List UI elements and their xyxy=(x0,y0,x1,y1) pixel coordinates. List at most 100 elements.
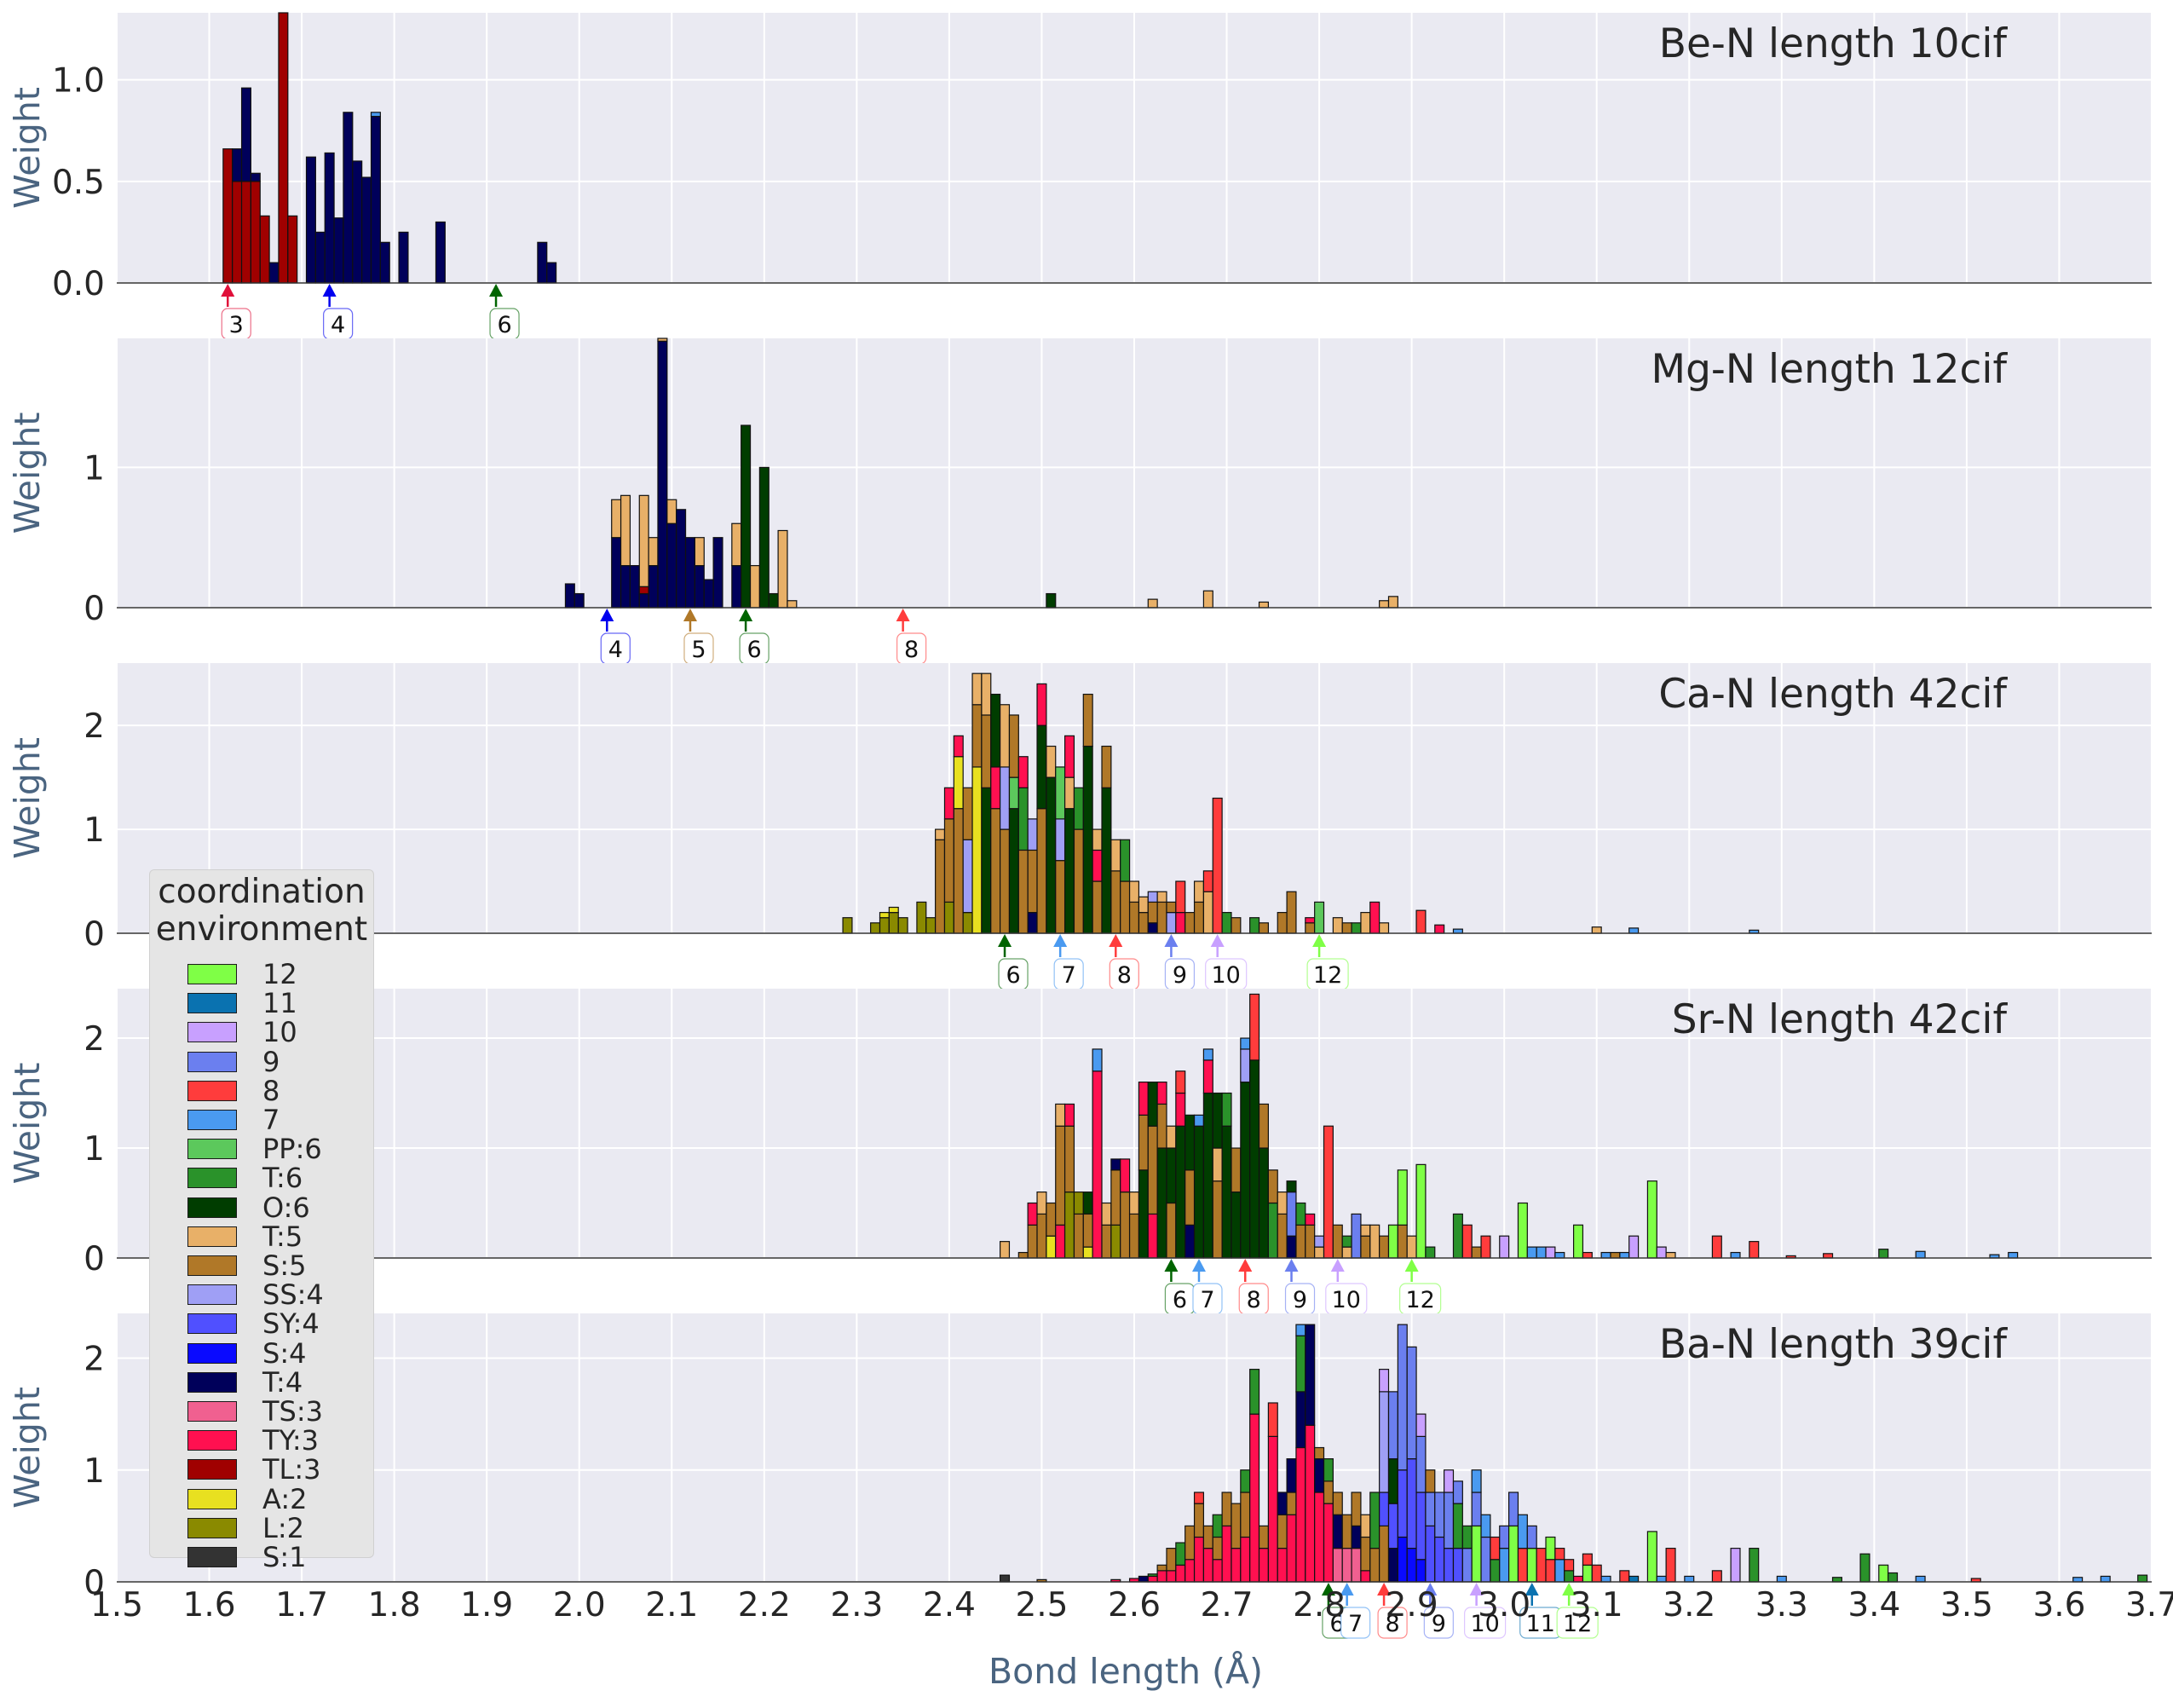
bar-segment xyxy=(1110,839,1121,872)
marker-arrow-head xyxy=(1109,934,1123,947)
x-tick-label: 3.6 xyxy=(2032,1586,2085,1624)
legend-label: 11 xyxy=(262,987,297,1020)
legend-swatch xyxy=(187,993,237,1014)
y-tick-label: 2 xyxy=(84,1020,105,1059)
bar-segment xyxy=(1286,1458,1297,1493)
marker-label: 10 xyxy=(1332,1287,1361,1313)
legend-entry: 12 xyxy=(187,960,297,989)
x-tick-label: 1.6 xyxy=(183,1586,236,1624)
bar-segment xyxy=(1221,1492,1232,1526)
bar-segment xyxy=(1184,1559,1196,1583)
bar-segment xyxy=(1156,1570,1167,1583)
bar-segment xyxy=(611,499,622,539)
marker-label: 8 xyxy=(1247,1287,1261,1313)
bar-segment xyxy=(1063,776,1075,810)
marker-arrow-head xyxy=(1562,1583,1576,1595)
bar-segment xyxy=(1379,1492,1390,1526)
bar-segment xyxy=(1572,1575,1584,1583)
bar-segment xyxy=(1249,1059,1260,1259)
y-axis-label: Weight xyxy=(7,1063,48,1185)
legend-entry: 8 xyxy=(187,1076,280,1105)
bar-segment xyxy=(1138,1169,1149,1259)
bar-segment xyxy=(1341,1246,1352,1259)
bar-segment xyxy=(1202,870,1213,892)
bar-segment xyxy=(1156,1564,1167,1572)
bar-segment xyxy=(1277,912,1288,934)
bar-segment xyxy=(1156,901,1167,934)
bar-segment xyxy=(1526,1246,1537,1259)
y-tick-label: 2 xyxy=(84,1341,105,1379)
bar-segment xyxy=(1564,1559,1575,1572)
bar-segment xyxy=(1610,1251,1621,1259)
bar-segment xyxy=(1036,683,1047,726)
bar-segment xyxy=(971,704,983,768)
bar-segment xyxy=(1305,1224,1316,1259)
bar-segment xyxy=(1120,880,1131,934)
bar-segment xyxy=(1073,1213,1084,1259)
bar-segment xyxy=(305,156,316,284)
marker-arrow-head xyxy=(1053,934,1068,947)
legend-swatch xyxy=(187,1022,237,1043)
marker-label: 9 xyxy=(1293,1287,1307,1313)
bar-segment xyxy=(712,537,723,609)
bar-segment xyxy=(1499,1525,1510,1549)
bar-segment xyxy=(1619,1570,1630,1583)
bar-segment xyxy=(1295,1391,1306,1449)
bar-segment xyxy=(1202,1092,1213,1259)
bar-segment xyxy=(1184,1114,1196,1171)
legend-swatch xyxy=(187,1517,237,1538)
bar-segment xyxy=(1212,1180,1223,1259)
bar-segment xyxy=(1212,1092,1223,1149)
x-tick-label: 3.4 xyxy=(1847,1586,1900,1624)
bar-segment xyxy=(1332,1224,1343,1259)
bar-segment xyxy=(1175,880,1186,914)
bar-segment xyxy=(1397,1469,1408,1538)
y-tick-label: 0.5 xyxy=(52,164,105,202)
bar-segment xyxy=(1452,1213,1463,1259)
bar-segment xyxy=(1323,1503,1334,1583)
legend-entry: TY:3 xyxy=(187,1426,319,1455)
bar-segment xyxy=(370,112,381,118)
y-axis-label: Weight xyxy=(7,1387,48,1509)
bar-segment xyxy=(1434,1492,1445,1538)
bar-segment xyxy=(990,808,1001,934)
bar-segment xyxy=(935,839,946,934)
bar-segment xyxy=(1536,1548,1547,1583)
legend-label: T:6 xyxy=(262,1162,303,1195)
bar-segment xyxy=(1415,1163,1427,1259)
bar-segment xyxy=(1221,912,1232,934)
bar-segment xyxy=(1351,1548,1362,1583)
legend-label: 8 xyxy=(262,1074,280,1107)
bar-segment xyxy=(1461,1224,1473,1259)
bar-segment xyxy=(1156,1103,1167,1149)
bar-segment xyxy=(1582,1251,1593,1259)
bar-segment xyxy=(1351,1213,1362,1259)
bar-segment xyxy=(657,338,668,342)
bar-segment xyxy=(1017,787,1029,851)
bar-segment xyxy=(1379,1525,1390,1583)
bar-segment xyxy=(1665,1251,1676,1259)
legend-label: S:4 xyxy=(262,1336,307,1370)
bar-segment xyxy=(1554,1559,1565,1583)
bar-segment xyxy=(1221,1525,1232,1583)
bar-segment xyxy=(1444,1548,1455,1583)
x-tick-label: 3.0 xyxy=(1478,1586,1530,1624)
legend-swatch xyxy=(187,1197,237,1218)
y-tick-label: 0.0 xyxy=(52,265,105,303)
bar-segment xyxy=(1341,1235,1352,1248)
bar-segment xyxy=(638,494,649,587)
bar-segment xyxy=(324,152,335,284)
y-axis-label: Weight xyxy=(7,737,48,859)
bar-segment xyxy=(370,115,381,284)
bar-segment xyxy=(1036,808,1047,934)
marker-arrow-head xyxy=(1469,1583,1484,1595)
bar-segment xyxy=(1193,1125,1205,1259)
bar-segment xyxy=(1008,808,1019,934)
marker-arrow-head xyxy=(1164,1259,1179,1272)
bar-segment xyxy=(1258,1525,1269,1549)
bar-segment xyxy=(1166,1125,1177,1149)
bar-segment xyxy=(537,241,548,284)
legend-label: T:4 xyxy=(262,1365,303,1399)
bar-segment xyxy=(962,787,973,840)
bar-segment xyxy=(842,917,853,934)
